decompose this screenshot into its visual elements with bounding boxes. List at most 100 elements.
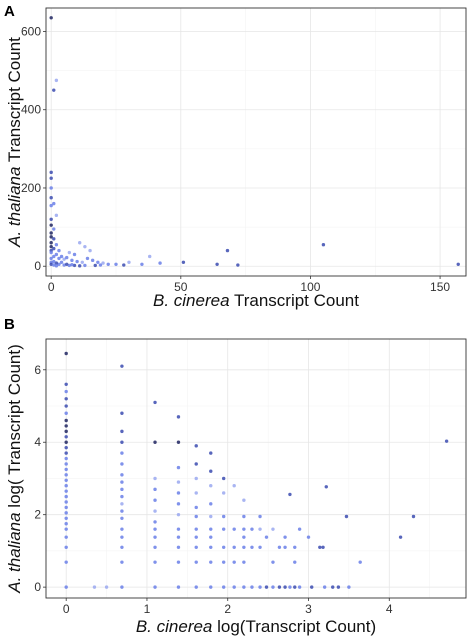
data-point — [49, 217, 53, 221]
data-point — [120, 364, 124, 368]
data-point — [318, 545, 322, 549]
data-point — [271, 527, 275, 531]
data-point — [52, 88, 56, 92]
data-point — [331, 585, 335, 589]
data-point — [120, 480, 124, 484]
data-point — [271, 560, 275, 564]
data-point — [64, 494, 68, 499]
data-point — [64, 382, 68, 386]
data-point — [49, 262, 53, 266]
data-point — [83, 263, 87, 268]
y-tick-label: 0 — [34, 580, 41, 594]
data-point — [288, 492, 292, 497]
data-point — [62, 257, 66, 261]
data-point — [49, 256, 53, 261]
data-point — [120, 516, 124, 521]
data-point — [52, 254, 56, 259]
data-point — [209, 469, 213, 473]
panel-b-ticks: 0 1 2 3 4 0 2 4 6 — [34, 363, 393, 616]
data-point — [64, 484, 68, 488]
data-point — [62, 263, 66, 267]
panel-b-points — [64, 351, 449, 589]
data-point — [411, 514, 416, 519]
panel-a-y-axis-title-species: A. thaliana — [5, 167, 24, 248]
data-point — [52, 259, 56, 264]
data-point — [49, 196, 53, 200]
data-point — [64, 462, 68, 466]
data-point — [64, 451, 68, 455]
data-point — [120, 494, 124, 499]
data-point — [120, 487, 124, 492]
data-point — [194, 535, 198, 539]
data-point — [49, 186, 53, 190]
data-point — [54, 213, 59, 218]
data-point — [52, 246, 56, 251]
data-point — [64, 404, 68, 408]
data-point — [140, 262, 144, 266]
data-point — [456, 262, 460, 266]
data-point — [194, 514, 198, 519]
data-point — [232, 585, 236, 589]
data-point — [153, 527, 157, 531]
data-point — [148, 254, 152, 259]
data-point — [221, 514, 226, 519]
data-point — [194, 505, 198, 510]
panel-a-frame — [45, 7, 467, 277]
data-point — [194, 527, 198, 531]
data-point — [153, 400, 157, 405]
data-point — [49, 176, 53, 180]
x-tick-label: 4 — [386, 602, 393, 616]
data-point — [52, 227, 56, 231]
data-point — [120, 462, 124, 466]
data-point — [78, 241, 82, 245]
data-point — [225, 248, 230, 253]
data-point — [54, 252, 59, 257]
data-point — [59, 254, 64, 259]
data-point — [250, 585, 254, 589]
data-point — [120, 473, 124, 477]
y-tick-label: 600 — [21, 24, 41, 38]
data-point — [221, 476, 226, 481]
data-point — [221, 527, 226, 531]
data-point — [49, 250, 53, 255]
data-point — [283, 545, 287, 549]
panel-b-y-axis-title-rest: log( Transcript Count) — [5, 344, 24, 512]
data-point — [75, 259, 79, 264]
data-point — [49, 235, 53, 239]
data-point — [293, 560, 297, 564]
data-point — [398, 535, 403, 539]
data-point — [242, 545, 246, 549]
data-point — [54, 78, 59, 83]
data-point — [176, 465, 181, 470]
data-point — [64, 535, 68, 539]
x-tick-label: 50 — [174, 280, 188, 294]
data-point — [232, 545, 236, 549]
y-tick-label: 400 — [21, 103, 41, 117]
data-point — [277, 585, 282, 589]
data-point — [194, 491, 198, 495]
data-point — [236, 263, 240, 267]
data-point — [120, 527, 124, 531]
data-point — [64, 389, 68, 394]
data-point — [52, 263, 56, 267]
data-point — [242, 535, 246, 539]
data-point — [194, 560, 198, 564]
panel-b-x-axis-title-rest: log(Transcript Count) — [212, 617, 376, 636]
data-point — [242, 585, 246, 589]
data-point — [64, 445, 68, 450]
data-point — [54, 243, 59, 247]
x-tick-label: 3 — [305, 602, 312, 616]
data-point — [80, 260, 84, 265]
data-point — [70, 258, 74, 263]
data-point — [242, 560, 246, 564]
data-point — [176, 535, 181, 539]
data-point — [54, 264, 59, 268]
data-point — [297, 527, 302, 531]
data-point — [120, 560, 124, 564]
data-point — [258, 527, 262, 531]
data-point — [176, 491, 181, 495]
data-point — [64, 473, 68, 477]
data-point — [52, 237, 56, 241]
data-point — [153, 585, 157, 589]
data-point — [93, 263, 97, 268]
